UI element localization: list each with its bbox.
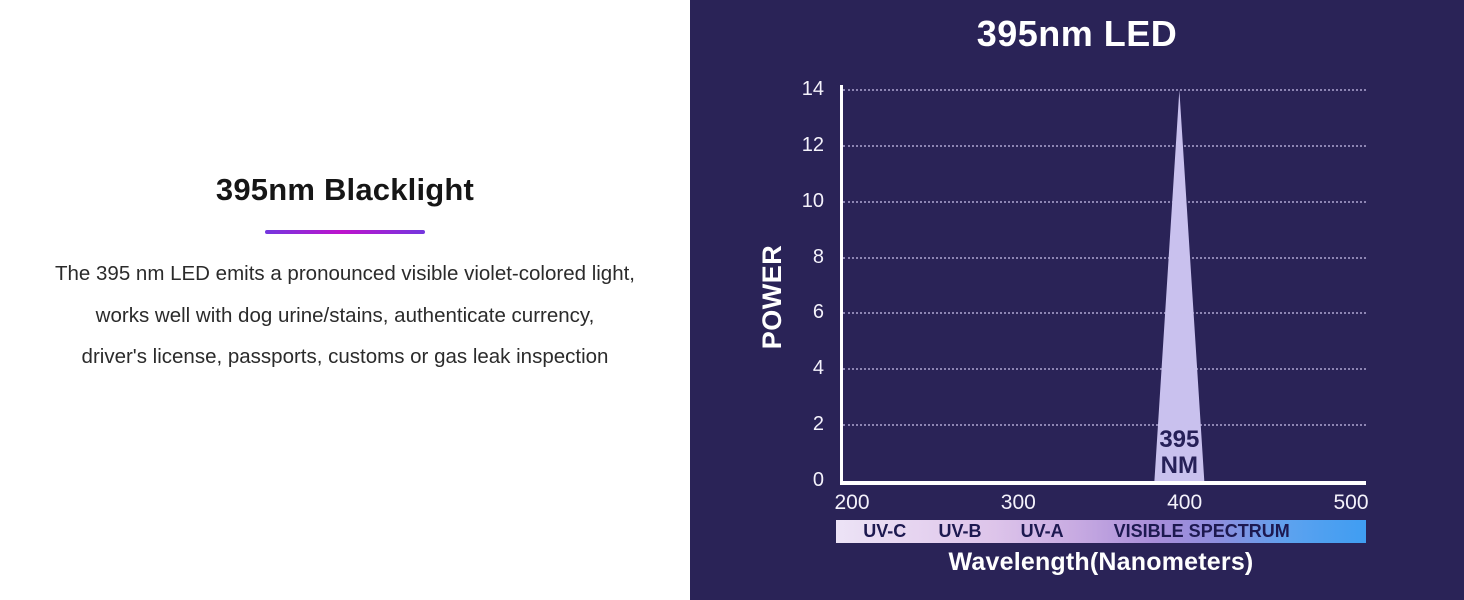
peak-annotation-line-2: NM	[1160, 452, 1199, 479]
y-tick-0: 0	[812, 469, 824, 491]
x-tick-300: 300	[1000, 491, 1036, 514]
y-axis-tick-labels: 0 2 4 6 8 10 12 14	[776, 78, 830, 491]
grid-line-y8	[843, 256, 1366, 259]
grid-line-y4	[843, 368, 1366, 371]
y-tick-6: 6	[812, 301, 824, 324]
x-tick-200: 200	[834, 491, 870, 514]
grid-line-y10	[843, 200, 1366, 203]
x-axis-tick-labels: 200 300 400 500	[834, 491, 1368, 517]
description-line-2: works well with dog urine/stains, authen…	[95, 303, 595, 327]
band-label-uv-b: UV-B	[938, 521, 982, 541]
grid-line-y6	[843, 312, 1366, 315]
y-tick-2: 2	[812, 413, 824, 436]
description: The 395 nm LED emits a pronounced visibl…	[0, 253, 690, 378]
band-label-visible-spectrum: VISIBLE SPECTRUM	[1113, 521, 1290, 541]
y-tick-12: 12	[801, 133, 824, 156]
description-line-3: driver's license, passports, customs or …	[81, 345, 609, 368]
emission-peak-shape	[855, 90, 1354, 481]
y-tick-8: 8	[812, 245, 824, 268]
y-tick-10: 10	[801, 189, 824, 212]
band-label-uv-c: UV-C	[863, 521, 907, 541]
grid-line-y2	[843, 424, 1366, 427]
grid-line-y14	[843, 89, 1366, 91]
band-label-uv-a: UV-A	[1020, 521, 1064, 541]
x-tick-400: 400	[1167, 491, 1203, 514]
description-line-1: The 395 nm LED emits a pronounced visibl…	[55, 262, 635, 285]
chart-panel: 395nm LED POWER 0 2 4 6 8 10 12 14 395 NM 200 30…	[690, 0, 1464, 600]
x-axis-title: Wavelength(Nanometers)	[948, 548, 1254, 576]
left-description-panel: 395nm Blacklight The 395 nm LED emits a …	[0, 0, 690, 600]
accent-underline	[265, 230, 425, 234]
grid-line-y12	[843, 144, 1366, 147]
spectrum-bar: UV-C UV-B UV-A VISIBLE SPECTRUM	[836, 520, 1366, 543]
y-tick-14: 14	[801, 78, 824, 100]
y-tick-4: 4	[812, 357, 824, 380]
peak-annotation-line-1: 395	[1159, 426, 1200, 453]
x-tick-500: 500	[1333, 491, 1369, 514]
peak-annotation: 395 NM	[1159, 427, 1199, 479]
chart-title: 395nm LED	[976, 13, 1178, 54]
plot-area: 395 NM	[840, 85, 1366, 485]
left-title: 395nm Blacklight	[215, 172, 475, 207]
